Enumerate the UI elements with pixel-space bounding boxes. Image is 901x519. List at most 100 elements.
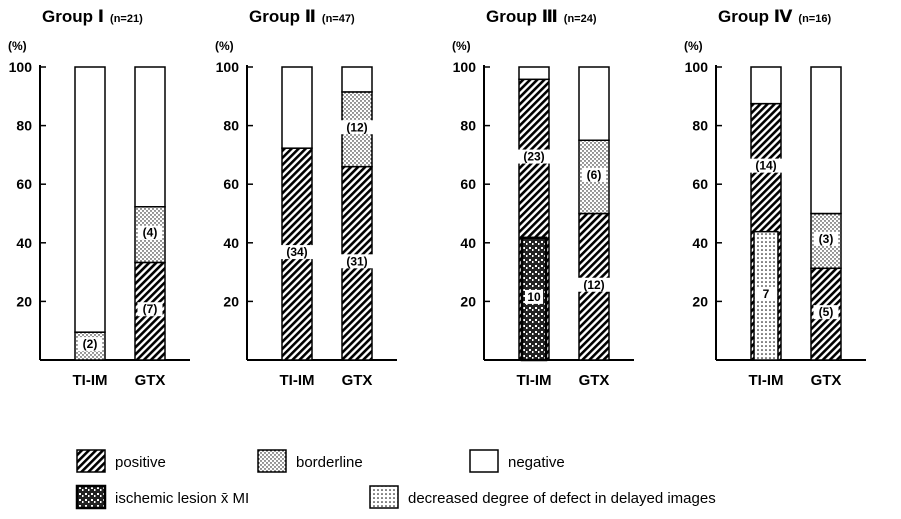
bar-segment-negative	[341, 66, 373, 93]
legend-label-borderline: borderline	[296, 454, 363, 471]
bar-segment-negative	[750, 66, 782, 105]
y-tick-label: 100	[216, 59, 240, 75]
y-tick-label: 40	[460, 235, 476, 251]
panel-group-1: Group Ⅰ (n=21) (%) 20 40 60 80 100 (2) TI-IM (7) (4…	[8, 7, 190, 389]
panel-group-4: Group Ⅳ (n=16) (%) 20 40 60 80 100 7 (14) TI-IM (5)…	[684, 7, 866, 389]
y-axis-unit: (%)	[8, 39, 27, 53]
legend-swatch-ischemic	[75, 484, 107, 510]
bar-ti-im: 10 (23)	[518, 66, 550, 362]
y-tick-label: 60	[460, 176, 476, 192]
bar-gtx: (5) (3)	[810, 66, 842, 361]
legend-item-decreased: decreased degree of defect in delayed im…	[369, 485, 716, 509]
panel-title: Group Ⅱ	[249, 7, 316, 26]
y-tick-label: 80	[460, 118, 476, 134]
y-tick-label: 100	[685, 59, 709, 75]
legend-label-decreased: decreased degree of defect in delayed im…	[408, 490, 716, 507]
y-tick-label: 60	[692, 176, 708, 192]
x-category-label: GTX	[811, 372, 842, 389]
data-label-bg	[750, 158, 782, 173]
legend-item-positive: positive	[76, 449, 166, 473]
data-label-bg	[341, 120, 373, 135]
legend-label-ischemic: ischemic lesion x̄ MI	[115, 490, 249, 507]
y-tick-label: 20	[692, 293, 708, 309]
panel-title: Group Ⅰ	[42, 7, 104, 26]
data-label-bg	[137, 302, 163, 317]
bar-segment-negative	[518, 66, 550, 81]
y-axis-unit: (%)	[684, 39, 703, 53]
data-label-bg	[813, 305, 839, 320]
bar-segment-negative	[578, 66, 610, 141]
panel-n-label: (n=24)	[564, 13, 597, 25]
y-tick-label: 80	[223, 118, 239, 134]
data-label-positive: (31)	[346, 254, 367, 268]
legend: positive borderline negative ischemic lesio…	[75, 449, 716, 510]
y-tick-label: 60	[16, 176, 32, 192]
bar-ti-im: 7 (14)	[750, 66, 782, 361]
panel-group-3: Group Ⅲ (n=24) (%) 20 40 60 80 100 10 (23) TI-IM (1…	[452, 7, 634, 389]
x-category-label: GTX	[135, 372, 166, 389]
data-label-borderline: (2)	[83, 337, 98, 351]
data-label-bg	[137, 225, 163, 240]
y-tick-label: 20	[16, 293, 32, 309]
legend-item-negative: negative	[469, 449, 565, 473]
y-tick-label: 80	[692, 118, 708, 134]
data-label-bg	[757, 286, 775, 301]
y-tick-label: 80	[16, 118, 32, 134]
data-label-bg	[581, 167, 607, 182]
y-tick-label: 40	[223, 235, 239, 251]
y-tick-label: 100	[453, 59, 477, 75]
data-label-borderline: (4)	[143, 226, 158, 240]
data-label-positive: (23)	[523, 150, 544, 164]
bar-segment-negative	[134, 66, 166, 208]
chart-panels: Group Ⅰ (n=21) (%) 20 40 60 80 100 (2) TI-IM (7) (4…	[8, 7, 866, 389]
x-category-label: GTX	[342, 372, 373, 389]
legend-label-positive: positive	[115, 454, 166, 471]
bar-gtx: (12) (6)	[578, 66, 610, 361]
panel-title: Group Ⅲ	[486, 7, 558, 26]
legend-swatch-borderline	[257, 449, 287, 473]
bar-ti-im: (34)	[281, 66, 313, 361]
legend-item-ischemic: ischemic lesion x̄ MI	[75, 484, 249, 510]
data-label-positive: (5)	[819, 305, 834, 319]
y-tick-label: 40	[16, 235, 32, 251]
y-tick-label: 20	[223, 293, 239, 309]
data-label-bg	[341, 254, 373, 269]
overlay-data-label: 7	[763, 287, 770, 301]
data-label-positive: (12)	[583, 278, 604, 292]
bar-gtx: (7) (4)	[134, 66, 166, 361]
data-label-borderline: (6)	[587, 168, 602, 182]
bar-segment-negative	[281, 66, 313, 149]
x-category-label: TI-IM	[280, 372, 315, 389]
bar-segment-negative	[810, 66, 842, 215]
data-label-bg	[518, 149, 550, 164]
x-category-label: GTX	[579, 372, 610, 389]
y-tick-label: 100	[9, 59, 33, 75]
data-label-positive: (7)	[143, 302, 158, 316]
data-label-bg	[77, 337, 103, 352]
legend-swatch-decreased	[369, 485, 399, 509]
panel-n-label: (n=16)	[798, 13, 831, 25]
y-axis-unit: (%)	[452, 39, 471, 53]
data-label-borderline: (12)	[346, 120, 367, 134]
y-tick-label: 60	[223, 176, 239, 192]
data-label-bg	[525, 289, 543, 304]
y-tick-label: 40	[692, 235, 708, 251]
bar-ti-im: (2)	[74, 66, 106, 361]
x-category-label: TI-IM	[749, 372, 784, 389]
panel-title: Group Ⅳ	[718, 7, 793, 26]
data-label-borderline: (3)	[819, 232, 834, 246]
panel-group-2: Group Ⅱ (n=47) (%) 20 40 60 80 100 (34) TI-IM (31)…	[215, 7, 397, 389]
panel-n-label: (n=47)	[322, 13, 355, 25]
overlay-data-label: 10	[527, 290, 541, 304]
bar-segment-negative	[74, 66, 106, 333]
x-category-label: TI-IM	[517, 372, 552, 389]
data-label-bg	[813, 231, 839, 246]
y-axis-unit: (%)	[215, 39, 234, 53]
legend-item-borderline: borderline	[257, 449, 363, 473]
legend-label-negative: negative	[508, 454, 565, 471]
bar-gtx: (31) (12)	[341, 66, 373, 361]
y-tick-label: 20	[460, 293, 476, 309]
legend-swatch-positive	[76, 449, 106, 473]
legend-swatch-negative	[469, 449, 499, 473]
